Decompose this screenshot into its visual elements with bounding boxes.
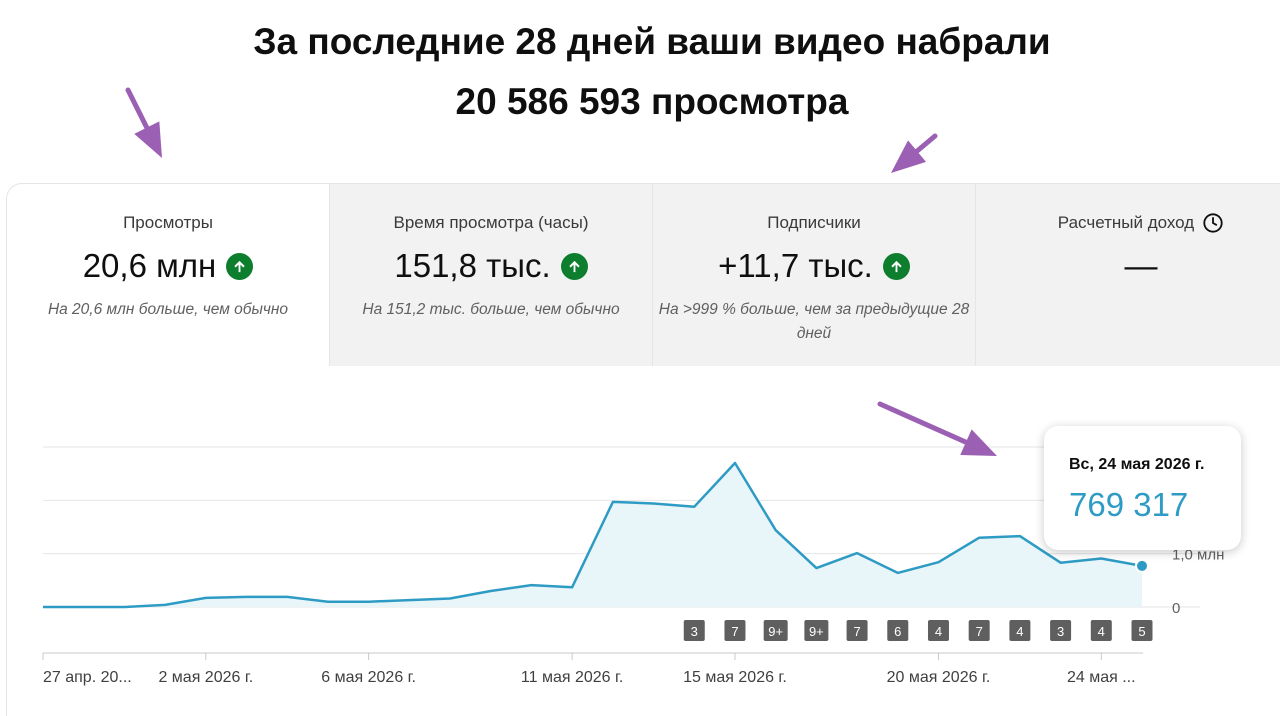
y-axis-labels: 0 1,0 млн — [1172, 547, 1224, 617]
video-marker-badge — [1009, 620, 1031, 641]
video-marker-label: 6 — [894, 624, 901, 639]
tooltip-value: 769 317 — [1069, 486, 1189, 523]
video-marker-badge — [1050, 620, 1072, 641]
tab-watch-time-label: Время просмотра (часы) — [393, 213, 589, 232]
video-marker-label: 4 — [1016, 624, 1023, 639]
video-marker[interactable]: 4 — [1090, 620, 1112, 641]
tab-subscribers-label: Подписчики — [767, 213, 861, 232]
tab-revenue-value: — — [1124, 247, 1158, 284]
x-tick-label: 24 мая ... — [1067, 669, 1136, 686]
y-tick-label: 1,0 млн — [1172, 547, 1224, 564]
arrow-head — [891, 140, 927, 173]
video-marker[interactable]: 5 — [1131, 620, 1153, 641]
video-marker[interactable]: 9+ — [804, 620, 829, 641]
video-marker[interactable]: 7 — [724, 620, 746, 641]
arrow-icon — [891, 133, 938, 173]
video-marker-badge — [1131, 620, 1153, 641]
video-marker-label: 7 — [731, 624, 738, 639]
page-headline: За последние 28 дней ваши видео набрали … — [0, 12, 1280, 132]
video-marker[interactable]: 3 — [683, 620, 705, 641]
tab-views-label: Просмотры — [123, 213, 213, 232]
video-marker-label: 3 — [1057, 624, 1064, 639]
video-marker-badge — [968, 620, 990, 641]
arrow-shaft — [877, 401, 969, 445]
video-marker-label: 7 — [853, 624, 860, 639]
tab-subscribers[interactable]: Подписчики +11,7 тыс. На >999 % больше, … — [653, 184, 976, 366]
arrow-up-circle-icon — [560, 252, 588, 280]
arrow-up-circle-icon — [226, 252, 254, 280]
video-marker[interactable]: 7 — [846, 620, 868, 641]
arrow-shaft — [125, 87, 150, 131]
arrow-icon — [125, 87, 162, 158]
video-marker[interactable]: 9+ — [763, 620, 788, 641]
headline-line-1: За последние 28 дней ваши видео набрали — [253, 21, 1051, 62]
tab-subscribers-subtext: На >999 % больше, чем за предыдущие 28 д… — [658, 301, 970, 342]
x-tick-label: 20 мая 2026 г. — [887, 669, 991, 686]
video-marker[interactable]: 4 — [927, 620, 949, 641]
video-marker-badge — [683, 620, 705, 641]
video-marker-badge — [804, 620, 829, 641]
highlighted-data-point[interactable] — [1135, 558, 1149, 573]
tab-views-value: 20,6 млн — [82, 247, 217, 284]
x-tick-label: 6 мая 2026 г. — [321, 669, 416, 686]
video-markers: 3 7 9+ 9+ 7 6 4 7 4 3 4 5 — [683, 620, 1153, 641]
x-tick-label: 11 мая 2026 г. — [521, 669, 623, 686]
tab-views[interactable]: Просмотры 20,6 млн На 20,6 млн больше, ч… — [7, 184, 330, 366]
x-axis-ticks: 27 апр. 20... 2 мая 2026 г. 6 мая 2026 г. 1… — [42, 653, 1136, 686]
tooltip-date: Вс, 24 мая 2026 г. — [1069, 456, 1205, 473]
video-marker-label: 5 — [1138, 624, 1145, 639]
tab-revenue-label: Расчетный доход — [1057, 213, 1195, 232]
tab-views-subtext: На 20,6 млн больше, чем обычно — [47, 301, 289, 318]
arrow-icon — [877, 401, 997, 456]
tab-subscribers-value: +11,7 тыс. — [718, 247, 873, 284]
views-series-line — [43, 461, 1143, 609]
tab-watch-time-subtext: На 151,2 тыс. больше, чем обычно — [362, 301, 620, 318]
video-marker-badge — [1090, 620, 1112, 641]
video-marker-badge — [724, 620, 746, 641]
headline-line-2: 20 586 593 просмотра — [455, 81, 849, 122]
x-tick-label: 15 мая 2026 г. — [683, 669, 787, 686]
video-marker[interactable]: 6 — [887, 620, 909, 641]
tab-watch-time-value: 151,8 тыс. — [394, 247, 551, 284]
arrow-shaft — [914, 133, 938, 154]
y-tick-label: 0 — [1172, 600, 1180, 617]
video-marker-label: 4 — [1098, 624, 1105, 639]
arrow-head — [134, 121, 162, 158]
video-marker-label: 4 — [935, 624, 942, 639]
data-point-tooltip: Вс, 24 мая 2026 г. 769 317 — [1044, 426, 1241, 550]
tab-estimated-revenue[interactable]: Расчетный доход — — [976, 184, 1280, 366]
video-marker-label: 7 — [976, 624, 983, 639]
clock-icon — [1202, 212, 1224, 234]
tab-watch-time[interactable]: Время просмотра (часы) 151,8 тыс. На 151… — [330, 184, 653, 366]
video-marker[interactable]: 4 — [1009, 620, 1031, 641]
video-marker-label: 9+ — [768, 624, 783, 639]
video-marker[interactable]: 7 — [968, 620, 990, 641]
x-tick-label: 27 апр. 20... — [43, 669, 132, 686]
arrow-head — [960, 429, 997, 456]
video-marker-badge — [846, 620, 868, 641]
video-marker-label: 3 — [691, 624, 698, 639]
video-marker-label: 9+ — [809, 624, 824, 639]
video-marker-badge — [927, 620, 949, 641]
video-marker[interactable]: 3 — [1050, 620, 1072, 641]
video-marker-badge — [763, 620, 788, 641]
arrow-up-circle-icon — [882, 252, 910, 280]
annotation-arrows — [125, 87, 997, 456]
views-area-fill — [43, 463, 1142, 607]
video-marker-badge — [887, 620, 909, 641]
x-tick-label: 2 мая 2026 г. — [158, 669, 253, 686]
